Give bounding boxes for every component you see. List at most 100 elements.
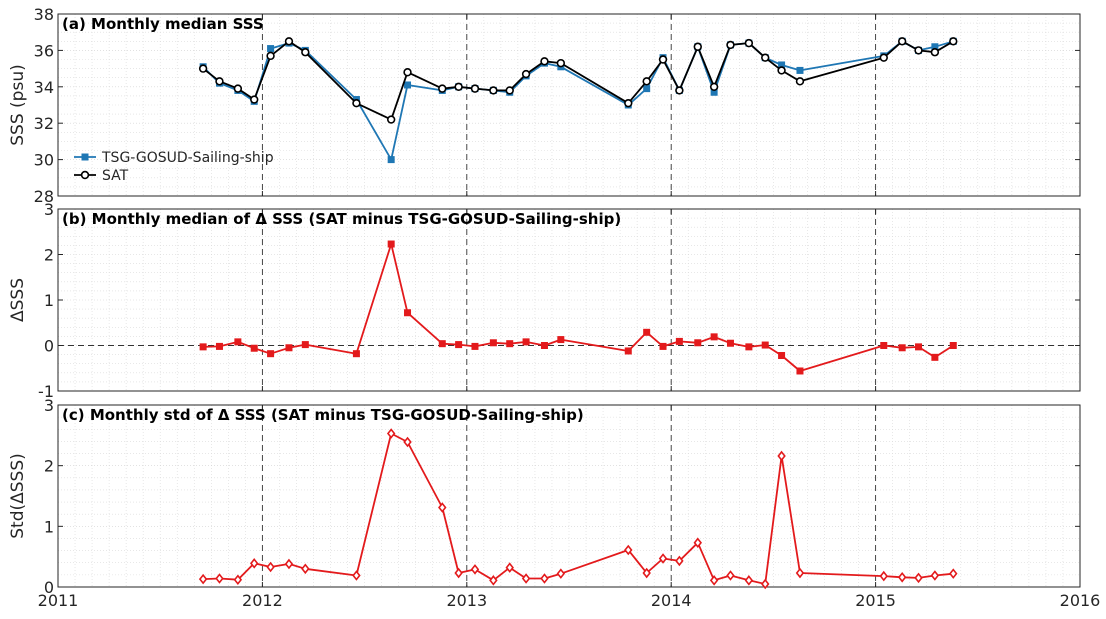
y-tick-label: 34 xyxy=(34,78,54,97)
data-point xyxy=(233,84,243,93)
data-point xyxy=(266,561,275,573)
y-tick-label: 2 xyxy=(44,457,54,476)
data-point xyxy=(470,84,480,93)
data-point xyxy=(403,68,412,77)
data-point xyxy=(556,568,566,579)
data-point xyxy=(930,48,940,57)
data-point xyxy=(387,240,395,248)
data-point xyxy=(930,570,940,581)
data-point xyxy=(266,51,275,61)
panel-2: -1 0 1 2 3 ΔSSS (b) Monthly median of Δ SSS (S… xyxy=(8,200,1081,401)
data-point xyxy=(880,342,888,349)
data-point xyxy=(403,436,412,448)
data-point xyxy=(489,339,497,347)
panel-title: (b) Monthly median of Δ SSS (SAT minus T… xyxy=(62,210,621,228)
data-point xyxy=(795,77,805,86)
y-tick-label: 3 xyxy=(44,396,54,415)
data-point xyxy=(404,309,412,317)
data-point xyxy=(386,428,396,439)
data-point xyxy=(675,337,683,345)
data-point xyxy=(760,578,770,590)
data-point xyxy=(557,336,565,344)
data-point xyxy=(471,342,479,350)
series-line xyxy=(202,40,954,121)
y-tick-label: 30 xyxy=(34,151,54,170)
data-point xyxy=(352,350,360,358)
data-point xyxy=(642,567,651,579)
data-point xyxy=(198,64,208,73)
data-point xyxy=(879,53,888,62)
plot-frame xyxy=(57,404,1081,588)
series-delta-3 xyxy=(198,428,958,590)
y-tick-label: 2 xyxy=(44,246,54,265)
data-point xyxy=(914,572,923,584)
data-point xyxy=(267,45,275,53)
data-point xyxy=(215,342,223,350)
data-point xyxy=(931,353,939,361)
data-point xyxy=(642,77,651,86)
y-tick-label: 28 xyxy=(34,187,54,206)
data-point xyxy=(659,342,667,350)
data-point xyxy=(454,567,463,579)
series-sat xyxy=(198,37,958,124)
data-point xyxy=(540,57,549,66)
data-point xyxy=(470,564,480,575)
data-point xyxy=(777,66,786,75)
data-point xyxy=(795,567,805,579)
data-point xyxy=(777,450,786,462)
data-point xyxy=(301,48,310,57)
data-point xyxy=(643,85,651,93)
data-point xyxy=(540,342,548,349)
minor-grid xyxy=(58,405,1080,587)
y-axis-label: SSS (psu) xyxy=(8,64,28,145)
y-axis-label: Std(ΔSSS) xyxy=(8,453,28,539)
x-tick-label: 2016 xyxy=(1060,591,1101,610)
data-point xyxy=(489,86,498,95)
y-axis-label: ΔSSS xyxy=(8,278,28,322)
data-point xyxy=(438,340,446,348)
data-point xyxy=(438,502,447,513)
data-point xyxy=(796,367,804,375)
y-tick-label: 0 xyxy=(44,578,54,597)
data-point xyxy=(215,573,224,584)
panel-3: 0 1 2 3 2011 2012 2013 2014 2015 2016 Std(ΔSSS) (c)… xyxy=(8,396,1100,610)
data-point xyxy=(675,86,684,95)
data-point xyxy=(709,82,719,92)
data-point xyxy=(897,572,907,583)
data-point xyxy=(284,558,294,570)
data-point xyxy=(675,555,684,567)
plot-frame xyxy=(57,13,1081,197)
data-point xyxy=(215,77,224,86)
panel-title: (a) Monthly median SSS xyxy=(62,15,264,33)
panel-1: 28 30 32 34 36 38 SSS (psu) (a) Monthly median … xyxy=(8,5,1081,206)
data-point xyxy=(404,81,412,89)
data-point xyxy=(914,46,923,55)
data-point xyxy=(505,562,514,573)
data-point xyxy=(387,156,395,164)
data-point xyxy=(624,98,633,108)
panel-title: (c) Monthly std of Δ SSS (SAT minus TSG-… xyxy=(62,406,584,424)
legend-marker xyxy=(80,170,90,180)
data-point xyxy=(710,333,718,341)
data-point xyxy=(745,343,753,351)
minor-grid xyxy=(58,14,1080,196)
data-point xyxy=(949,342,957,349)
legend-label: SAT xyxy=(102,168,129,184)
data-point xyxy=(352,570,361,581)
y-tick-label: 1 xyxy=(44,517,54,536)
data-point xyxy=(250,95,259,104)
data-point xyxy=(744,575,754,586)
data-point xyxy=(454,82,463,92)
data-point xyxy=(540,573,549,584)
data-point xyxy=(778,352,786,360)
data-point xyxy=(505,86,514,95)
data-point xyxy=(949,568,958,579)
data-point xyxy=(693,42,702,51)
data-point xyxy=(267,350,275,358)
data-point xyxy=(249,558,259,569)
data-point xyxy=(726,339,734,347)
y-tick-label: 38 xyxy=(34,5,54,24)
data-point xyxy=(898,344,906,352)
